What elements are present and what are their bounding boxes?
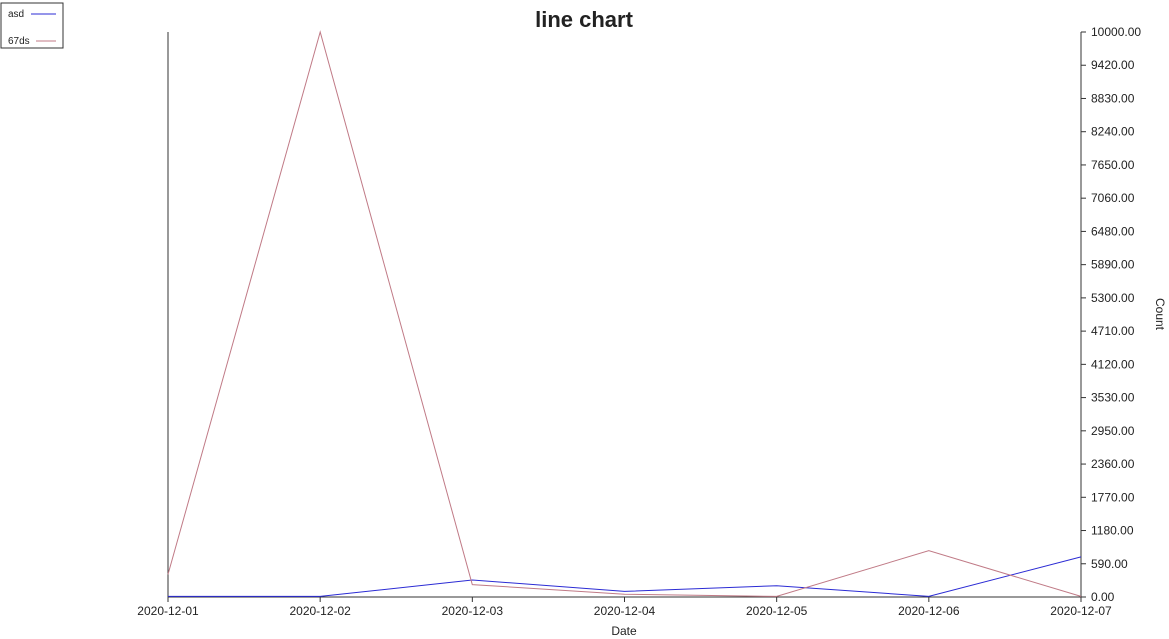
x-tick-label: 2020-12-03: [442, 604, 504, 618]
y-tick-label: 4120.00: [1091, 357, 1135, 371]
y-tick-label: 7060.00: [1091, 191, 1135, 205]
y-tick-label: 8240.00: [1091, 125, 1135, 139]
y-tick-label: 590.00: [1091, 557, 1128, 571]
x-tick-label: 2020-12-01: [137, 604, 199, 618]
y-tick-label: 1180.00: [1091, 524, 1134, 538]
y-tick-label: 8830.00: [1091, 91, 1135, 105]
y-tick-label: 5890.00: [1091, 258, 1135, 272]
legend-label-asd: asd: [8, 9, 24, 20]
x-tick-label: 2020-12-02: [289, 604, 351, 618]
y-tick-label: 4710.00: [1091, 324, 1135, 338]
series-layer: [167, 30, 1082, 597]
y-tick-label: 2360.00: [1091, 457, 1135, 471]
y-axis-ticks: 0.00 590.00 1180.00 1770.00 2360.00 2950.00 35…: [1081, 25, 1141, 604]
y-tick-label: 10000.00: [1091, 25, 1141, 39]
y-axis-label: Count: [1153, 298, 1167, 331]
legend-label-67ds: 67ds: [8, 36, 30, 47]
y-tick-label: 0.00: [1091, 590, 1115, 604]
x-tick-label: 2020-12-07: [1050, 604, 1112, 618]
x-axis-ticks: 2020-12-01 2020-12-02 2020-12-03 2020-12-04…: [137, 597, 1112, 618]
legend: asd 67ds: [0, 2, 64, 49]
y-tick-label: 5300.00: [1091, 291, 1135, 305]
chart-title: line chart: [535, 7, 633, 32]
x-tick-label: 2020-12-04: [594, 604, 656, 618]
y-tick-label: 9420.00: [1091, 58, 1135, 72]
x-tick-label: 2020-12-05: [746, 604, 808, 618]
y-tick-label: 6480.00: [1091, 224, 1135, 238]
y-tick-label: 7650.00: [1091, 158, 1135, 172]
series-line-67ds: [167, 30, 1082, 597]
x-axis-label: Date: [611, 624, 637, 638]
y-tick-label: 2950.00: [1091, 424, 1135, 438]
y-tick-label: 3530.00: [1091, 391, 1135, 405]
series-line-asd: [168, 556, 1082, 597]
y-tick-label: 1770.00: [1091, 490, 1135, 504]
x-tick-label: 2020-12-06: [898, 604, 960, 618]
